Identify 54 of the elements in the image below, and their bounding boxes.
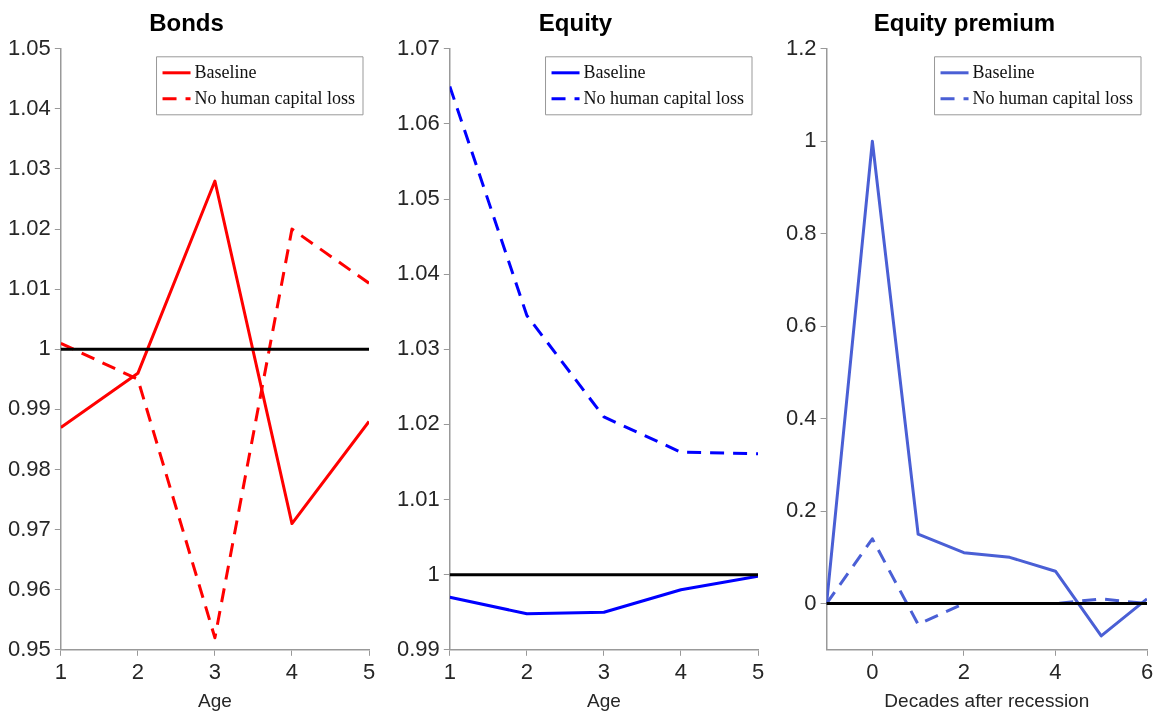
y-tick-label: 1.07 [396,34,440,60]
y-tick-label: 0.99 [7,395,51,421]
legend-label: No human capital loss [972,87,1134,108]
legend-label: No human capital loss [194,87,356,108]
y-tick-label: 1.2 [785,34,817,60]
y-tick-label: 0.2 [785,497,817,523]
y-tick-label: 1.03 [396,335,440,361]
x-tick-label: 3 [208,659,222,685]
x-axis-title: Decades after recession [884,689,1090,711]
x-axis-title: Age [587,689,621,711]
y-tick-label: 0.6 [785,312,817,338]
y-tick-label: 0.98 [7,455,51,481]
line-series [449,84,758,456]
x-tick-label: 5 [751,659,765,685]
y-tick-label: 0.8 [785,219,817,245]
x-tick-label: 5 [362,659,376,685]
y-tick-label: 1 [38,335,51,361]
x-tick-label: 2 [957,659,971,685]
y-tick-label: 1 [427,560,440,586]
y-tick-label: 1.02 [396,410,440,436]
y-tick-label: 0.96 [7,575,51,601]
y-tick-label: 0.99 [396,635,440,661]
y-tick-label: 0.97 [7,515,51,541]
y-tick-label: 1.04 [396,260,440,286]
y-tick-label: 0.4 [785,404,817,430]
x-tick-label: 4 [674,659,688,685]
y-tick-label: 1.06 [396,109,440,135]
y-tick-label: 1.01 [396,485,440,511]
y-tick-label: 0.95 [7,635,51,661]
x-tick-label: 2 [520,659,533,685]
y-tick-label: 1.01 [7,275,51,301]
x-tick-label: 1 [443,659,456,685]
y-tick-label: 1.02 [7,215,51,241]
chart-title: Bonds [149,9,224,37]
chart-title: Equity [538,9,613,37]
legend-label: Baseline [972,61,1035,82]
y-tick-label: 1 [804,127,817,153]
y-tick-label: 1.04 [7,94,51,120]
x-tick-label: 4 [285,659,299,685]
y-tick-label: 1.05 [7,34,51,60]
x-tick-label: 1 [54,659,67,685]
y-tick-label: 1.05 [396,185,440,211]
y-tick-label: 0 [804,589,817,615]
legend-label: No human capital loss [583,87,745,108]
chart-title: Equity premium [873,9,1056,37]
x-tick-label: 0 [866,659,879,685]
legend-label: Baseline [583,61,646,82]
legend-label: Baseline [194,61,257,82]
x-tick-label: 2 [131,659,144,685]
x-axis-title: Age [198,689,232,711]
x-tick-label: 3 [597,659,611,685]
x-tick-label: 6 [1140,659,1154,685]
y-tick-label: 1.03 [7,155,51,181]
x-tick-label: 4 [1049,659,1062,685]
